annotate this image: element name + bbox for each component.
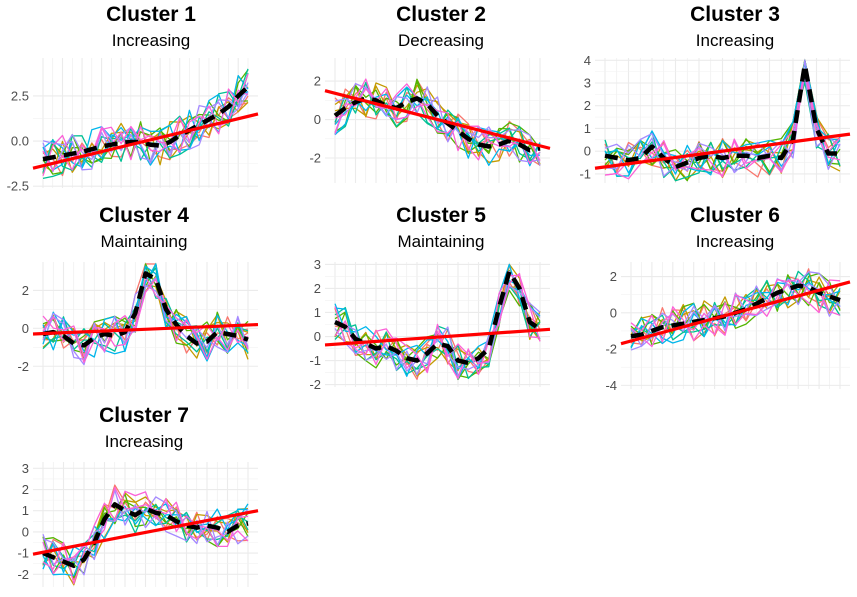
y-tick-label: 0.0	[11, 134, 29, 149]
cluster-panel-3: Cluster 3 Increasing -1 0 1 2 3 4	[579, 3, 851, 183]
cluster-panel-1: Cluster 1 Increasing -2.5 0.0 2.5	[7, 3, 259, 194]
y-tick-label: 0	[314, 112, 321, 127]
trend-line	[32, 112, 259, 170]
y-tick-label: 1	[22, 503, 29, 518]
member-series-line	[42, 73, 249, 173]
member-series-line	[630, 271, 841, 351]
y-tick-label: -2	[17, 359, 29, 374]
y-tick-label: -1	[17, 546, 29, 561]
y-tick-label: 4	[584, 53, 591, 68]
cluster-panel-7: Cluster 7 Increasing -2 -1 0 1 2 3	[17, 404, 259, 587]
cluster-mean-line	[42, 85, 250, 162]
cluster-subtitle: Decreasing	[398, 31, 484, 50]
y-tick-label: 3	[314, 257, 321, 272]
member-series-line	[42, 496, 249, 562]
trend-line	[32, 322, 259, 336]
y-tick-label: 1	[584, 121, 591, 136]
y-tick-label: -1	[579, 166, 591, 181]
cluster-subtitle: Maintaining	[398, 232, 485, 251]
y-tick-label: 1	[314, 305, 321, 320]
member-series-line	[42, 492, 249, 569]
y-tick-label: 0	[22, 321, 29, 336]
trend-line	[324, 327, 551, 347]
member-series	[334, 78, 541, 167]
y-tick-label: 3	[584, 76, 591, 91]
cluster-panel-2: Cluster 2 Decreasing -2 0 2	[309, 3, 551, 183]
y-tick-label: 2	[314, 74, 321, 89]
cluster-subtitle: Increasing	[105, 432, 183, 451]
y-tick-label: 2.5	[11, 88, 29, 103]
member-series-line	[42, 489, 249, 576]
y-tick-label: -2	[309, 151, 321, 166]
cluster-title: Cluster 4	[99, 204, 189, 227]
cluster-mean-line	[42, 271, 249, 348]
member-series-line	[334, 86, 541, 163]
cluster-title: Cluster 6	[690, 204, 780, 227]
trend-line	[594, 132, 851, 170]
member-series-line	[630, 274, 841, 337]
y-tick-label: 2	[22, 482, 29, 497]
member-series-line	[42, 91, 249, 173]
y-tick-label: -1	[309, 353, 321, 368]
y-tick-label: -2	[309, 377, 321, 392]
y-tick-label: 2	[584, 98, 591, 113]
cluster-title: Cluster 3	[690, 3, 780, 26]
cluster-title: Cluster 2	[396, 3, 486, 26]
member-series-line	[604, 61, 841, 177]
cluster-panel-4: Cluster 4 Maintaining -2 0 2	[17, 204, 259, 389]
y-tick-label: 2	[22, 283, 29, 298]
member-series-line	[630, 279, 841, 348]
y-tick-label: -2	[605, 342, 617, 357]
y-tick-label: 2	[314, 281, 321, 296]
trend-line	[324, 89, 551, 150]
cluster-mean-line	[604, 62, 840, 170]
cluster-mean-line	[334, 269, 542, 366]
cluster-title: Cluster 7	[99, 404, 189, 427]
cluster-title: Cluster 5	[396, 204, 486, 227]
cluster-subtitle: Maintaining	[101, 232, 188, 251]
cluster-subtitle: Increasing	[696, 232, 774, 251]
member-series-line	[42, 73, 249, 177]
y-tick-label: 0	[610, 305, 617, 320]
y-tick-label: 0	[22, 524, 29, 539]
y-tick-label: -2	[17, 567, 29, 582]
cluster-subtitle: Increasing	[112, 31, 190, 50]
member-series-line	[630, 281, 841, 344]
member-series-line	[42, 490, 249, 585]
member-series-line	[42, 82, 249, 171]
y-tick-label: 2	[610, 269, 617, 284]
cluster-title: Cluster 1	[106, 3, 196, 26]
y-tick-label: 0	[314, 329, 321, 344]
member-series-line	[630, 278, 841, 347]
y-tick-label: -4	[605, 378, 617, 393]
y-tick-label: 3	[22, 461, 29, 476]
cluster-panel-6: Cluster 6 Increasing -4 -2 0 2	[605, 204, 851, 393]
y-tick-label: -2.5	[7, 179, 29, 194]
member-series-line	[334, 263, 541, 380]
cluster-mean-line	[333, 96, 541, 153]
member-series-line	[334, 289, 541, 381]
member-series	[42, 484, 249, 586]
y-tick-label: 0	[584, 144, 591, 159]
trend-line	[620, 280, 851, 346]
cluster-subtitle: Increasing	[696, 31, 774, 50]
cluster-panel-5: Cluster 5 Maintaining -2 -1 0 1 2 3	[309, 204, 551, 392]
member-series-line	[334, 87, 541, 165]
cluster-mean-line	[42, 502, 249, 569]
trend-line	[32, 509, 259, 556]
